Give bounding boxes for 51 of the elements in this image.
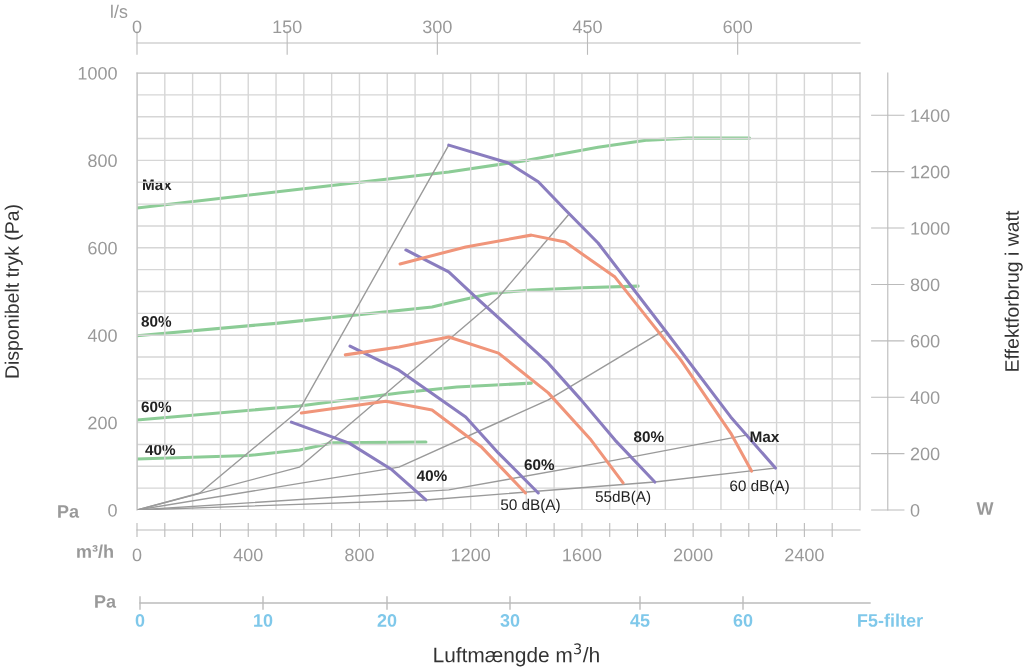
y2-axis-title: Effektforbrug i watt bbox=[1004, 210, 1023, 371]
text: m³/h bbox=[77, 544, 113, 559]
y-axis-title: Disponibelt tryk (Pa) bbox=[4, 205, 23, 378]
y-tick-label: 800 bbox=[88, 154, 117, 168]
text: 0 bbox=[135, 614, 145, 627]
series-label: 80% bbox=[633, 431, 664, 443]
series-label: Max bbox=[750, 431, 780, 443]
x2-tick-label: 0 bbox=[132, 20, 142, 34]
y2-tick-label: 1200 bbox=[911, 165, 950, 179]
y2-tick-label: 400 bbox=[910, 391, 940, 404]
y-tick-label: 400 bbox=[87, 329, 117, 342]
text: 20 bbox=[377, 614, 397, 627]
y2-tick-label: 800 bbox=[910, 278, 940, 292]
x2-axis-title: l/s bbox=[111, 4, 128, 18]
y2-tick-label: 0 bbox=[910, 503, 920, 517]
series-label: 40% bbox=[416, 470, 447, 482]
text: F5-filter bbox=[858, 613, 923, 627]
x2-tick-label: 300 bbox=[422, 20, 452, 34]
x-tick-label: 800 bbox=[345, 548, 374, 562]
series-label: 50 dB(A) bbox=[500, 498, 560, 514]
x-tick-label: 1600 bbox=[563, 548, 602, 562]
series-label: 40% bbox=[145, 444, 176, 456]
x-tick-label: 400 bbox=[233, 548, 263, 562]
text: 45 bbox=[630, 614, 650, 627]
series-label: 60% bbox=[524, 459, 555, 471]
x-tick-label: 1200 bbox=[451, 548, 491, 562]
y-tick-label: 600 bbox=[88, 241, 117, 255]
x-tick-label: 2400 bbox=[785, 548, 824, 562]
y-tick-label: 1000 bbox=[78, 66, 117, 80]
y2-tick-label: 200 bbox=[910, 447, 940, 461]
y2-tick-label: 600 bbox=[910, 334, 940, 348]
series-label: 60% bbox=[141, 401, 172, 413]
series-label: 60 dB(A) bbox=[730, 479, 789, 495]
x-tick-label: 2000 bbox=[673, 548, 713, 562]
series-label: 80% bbox=[141, 316, 172, 327]
text: Pa bbox=[95, 595, 117, 608]
series-label: 55dB(A) bbox=[595, 490, 651, 506]
text: W bbox=[976, 502, 994, 515]
x-axis-title: Luftmængde m$^{3}$/h bbox=[434, 643, 599, 667]
x2-tick-label: 600 bbox=[723, 20, 753, 34]
x2-tick-label: 150 bbox=[273, 20, 302, 34]
text: 30 bbox=[500, 614, 520, 627]
y2-tick-label: 1000 bbox=[911, 222, 950, 235]
y2-tick-label: 1400 bbox=[911, 109, 950, 123]
y-tick-label: 0 bbox=[108, 503, 117, 517]
x2-tick-label: 450 bbox=[572, 20, 602, 34]
text: 60 bbox=[733, 614, 753, 627]
text: Pa bbox=[58, 505, 80, 518]
x-tick-label: 0 bbox=[132, 548, 142, 562]
y-tick-label: 200 bbox=[88, 416, 117, 430]
text: 10 bbox=[254, 614, 273, 627]
